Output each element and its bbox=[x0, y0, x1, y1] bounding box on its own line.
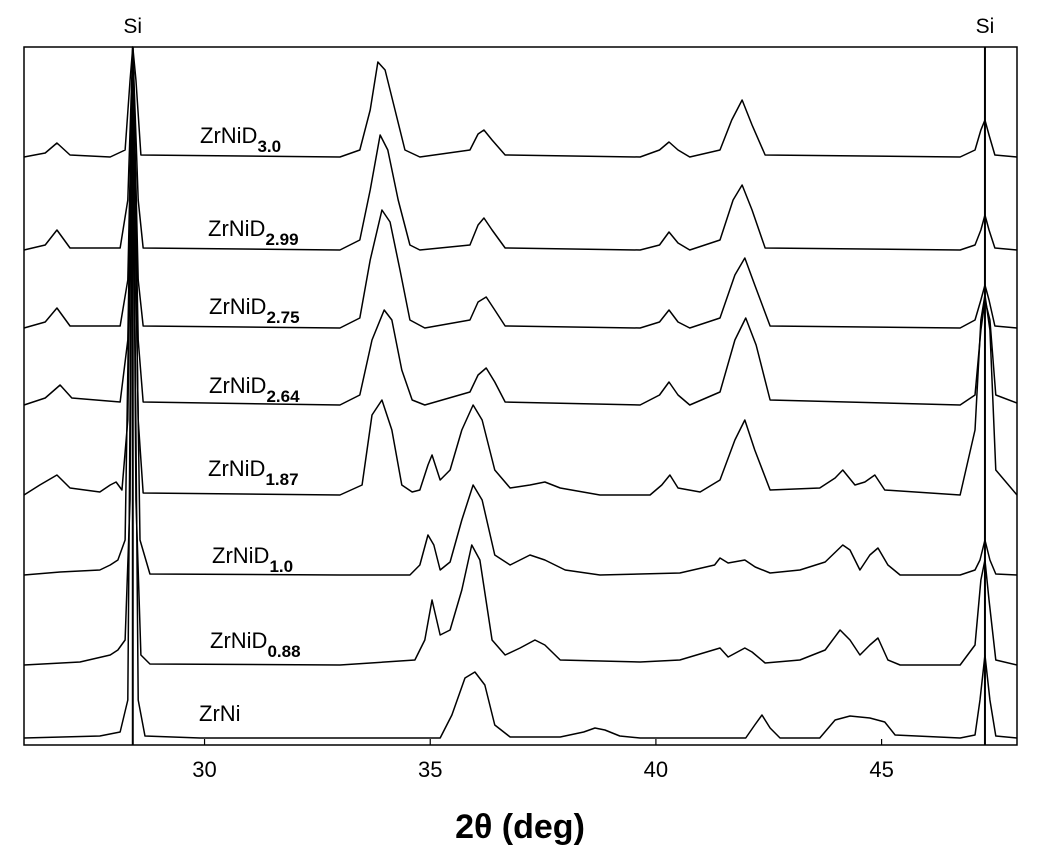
x-tick-label: 45 bbox=[869, 757, 893, 782]
annotation: Si bbox=[976, 15, 995, 38]
series-label: ZrNi bbox=[199, 701, 241, 726]
series-name: ZrNiD bbox=[208, 456, 265, 481]
plot-frame bbox=[23, 46, 1018, 746]
series-name: ZrNiD bbox=[212, 543, 269, 568]
series-line bbox=[23, 59, 1018, 406]
series-label: ZrNiD2.99 bbox=[208, 216, 299, 249]
series-label: ZrNiD3.0 bbox=[200, 123, 281, 156]
series-label: ZrNiD2.75 bbox=[209, 294, 300, 327]
series-line bbox=[23, 59, 1018, 496]
series-subscript: 0.88 bbox=[267, 642, 300, 661]
series-name: ZrNi bbox=[199, 701, 241, 726]
series-line bbox=[23, 46, 1018, 251]
x-tick-label: 40 bbox=[644, 757, 668, 782]
series-subscript: 2.99 bbox=[265, 230, 298, 249]
series-name: ZrNiD bbox=[200, 123, 257, 148]
series-name: ZrNiD bbox=[210, 628, 267, 653]
series-name: ZrNiD bbox=[209, 373, 266, 398]
series-subscript: 1.87 bbox=[265, 470, 298, 489]
series-subscript: 1.0 bbox=[269, 557, 293, 576]
series-line bbox=[23, 59, 1018, 576]
series-label: ZrNiD0.88 bbox=[210, 628, 301, 661]
series-subscript: 2.64 bbox=[266, 387, 300, 406]
series-line bbox=[23, 49, 1018, 329]
series-name: ZrNiD bbox=[208, 216, 265, 241]
series-line bbox=[23, 46, 1018, 158]
series-subscript: 2.75 bbox=[266, 308, 299, 327]
x-tick-label: 35 bbox=[418, 757, 442, 782]
series-subscript: 3.0 bbox=[257, 137, 281, 156]
x-axis-label: 2θ (deg) bbox=[455, 808, 585, 846]
series-line bbox=[23, 59, 1018, 739]
series-name: ZrNiD bbox=[209, 294, 266, 319]
series-line bbox=[23, 59, 1018, 666]
annotation: Si bbox=[123, 15, 142, 38]
x-tick-label: 30 bbox=[192, 757, 216, 782]
series-label: ZrNiD2.64 bbox=[209, 373, 300, 406]
series-label: ZrNiD1.87 bbox=[208, 456, 299, 489]
series-label: ZrNiD1.0 bbox=[212, 543, 293, 576]
